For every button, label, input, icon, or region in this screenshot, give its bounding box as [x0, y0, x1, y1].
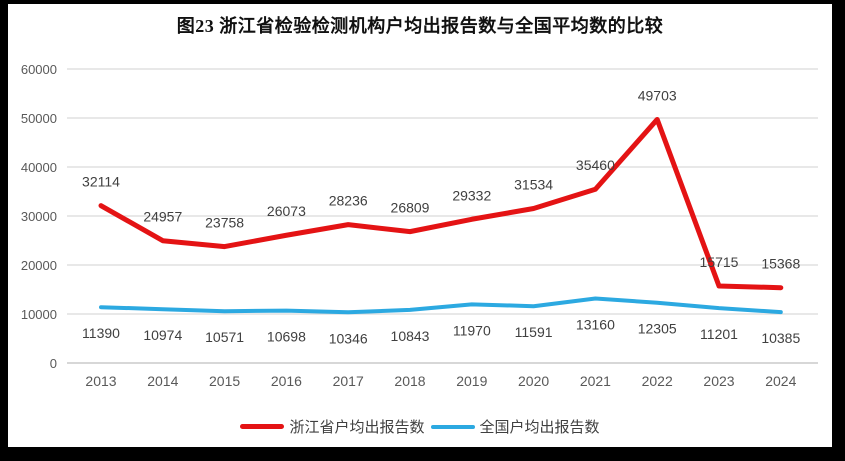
x-tick-label: 2018: [394, 373, 425, 389]
data-label: 10385: [761, 330, 800, 346]
x-tick-label: 2022: [642, 373, 673, 389]
legend: 浙江省户均出报告数 全国户均出报告数: [8, 416, 832, 437]
plot-area: 0 10000 20000 30000 40000 50000 60000 2013 2014 2…: [21, 62, 818, 389]
data-label: 11970: [453, 322, 491, 338]
y-tick-label: 10000: [21, 307, 57, 322]
legend-swatch-national-icon: [430, 424, 475, 429]
data-label: 35460: [576, 157, 615, 173]
legend-item-national: 全国户均出报告数: [430, 416, 600, 437]
x-tick-label: 2021: [580, 373, 611, 389]
data-label: 28236: [329, 193, 368, 209]
y-tick-label: 0: [50, 356, 57, 371]
data-label: 10571: [205, 329, 244, 345]
y-tick-label: 50000: [21, 111, 57, 126]
data-label: 15368: [761, 256, 800, 272]
data-label: 15715: [700, 254, 739, 270]
data-label: 10843: [391, 328, 430, 344]
data-label: 10698: [267, 329, 306, 345]
x-tick-label: 2023: [703, 373, 734, 389]
x-tick-label: 2014: [147, 373, 178, 389]
x-tick-label: 2024: [765, 373, 796, 389]
data-label: 11390: [82, 325, 120, 341]
data-label: 11201: [700, 326, 738, 342]
data-label: 10346: [329, 330, 368, 346]
legend-label-national: 全国户均出报告数: [479, 419, 600, 436]
data-label: 26809: [391, 200, 430, 216]
data-label: 11591: [515, 324, 553, 340]
y-tick-label: 40000: [21, 160, 57, 175]
data-label: 12305: [638, 321, 677, 337]
data-label: 24957: [143, 209, 182, 225]
x-tick-label: 2017: [333, 373, 364, 389]
data-label: 23758: [205, 215, 244, 231]
x-tick-label: 2019: [456, 373, 487, 389]
x-tick-label: 2015: [209, 373, 240, 389]
series-line: [98, 116, 784, 291]
y-tick-label: 30000: [21, 209, 57, 224]
series-line: [99, 296, 783, 315]
x-tick-label: 2016: [271, 373, 302, 389]
data-label: 26073: [267, 203, 306, 219]
data-label: 29332: [452, 187, 491, 203]
data-label: 49703: [638, 87, 677, 103]
x-tick-label: 2013: [85, 373, 116, 389]
chart-title: 图23 浙江省检验检测机构户均出报告数与全国平均数的比较: [176, 16, 664, 36]
y-tick-label: 60000: [21, 62, 57, 77]
data-label: 32114: [82, 174, 120, 190]
data-label: 13160: [576, 317, 615, 333]
x-tick-label: 2020: [518, 373, 549, 389]
data-label: 10974: [143, 327, 182, 343]
y-tick-label: 20000: [21, 258, 57, 273]
legend-label-zhejiang: 浙江省户均出报告数: [289, 419, 425, 436]
legend-swatch-zhejiang-icon: [240, 424, 285, 429]
chart-canvas: 图23 浙江省检验检测机构户均出报告数与全国平均数的比较 0 10000 20000…: [8, 4, 832, 447]
data-label: 31534: [514, 176, 553, 192]
legend-item-zhejiang: 浙江省户均出报告数: [240, 416, 425, 437]
